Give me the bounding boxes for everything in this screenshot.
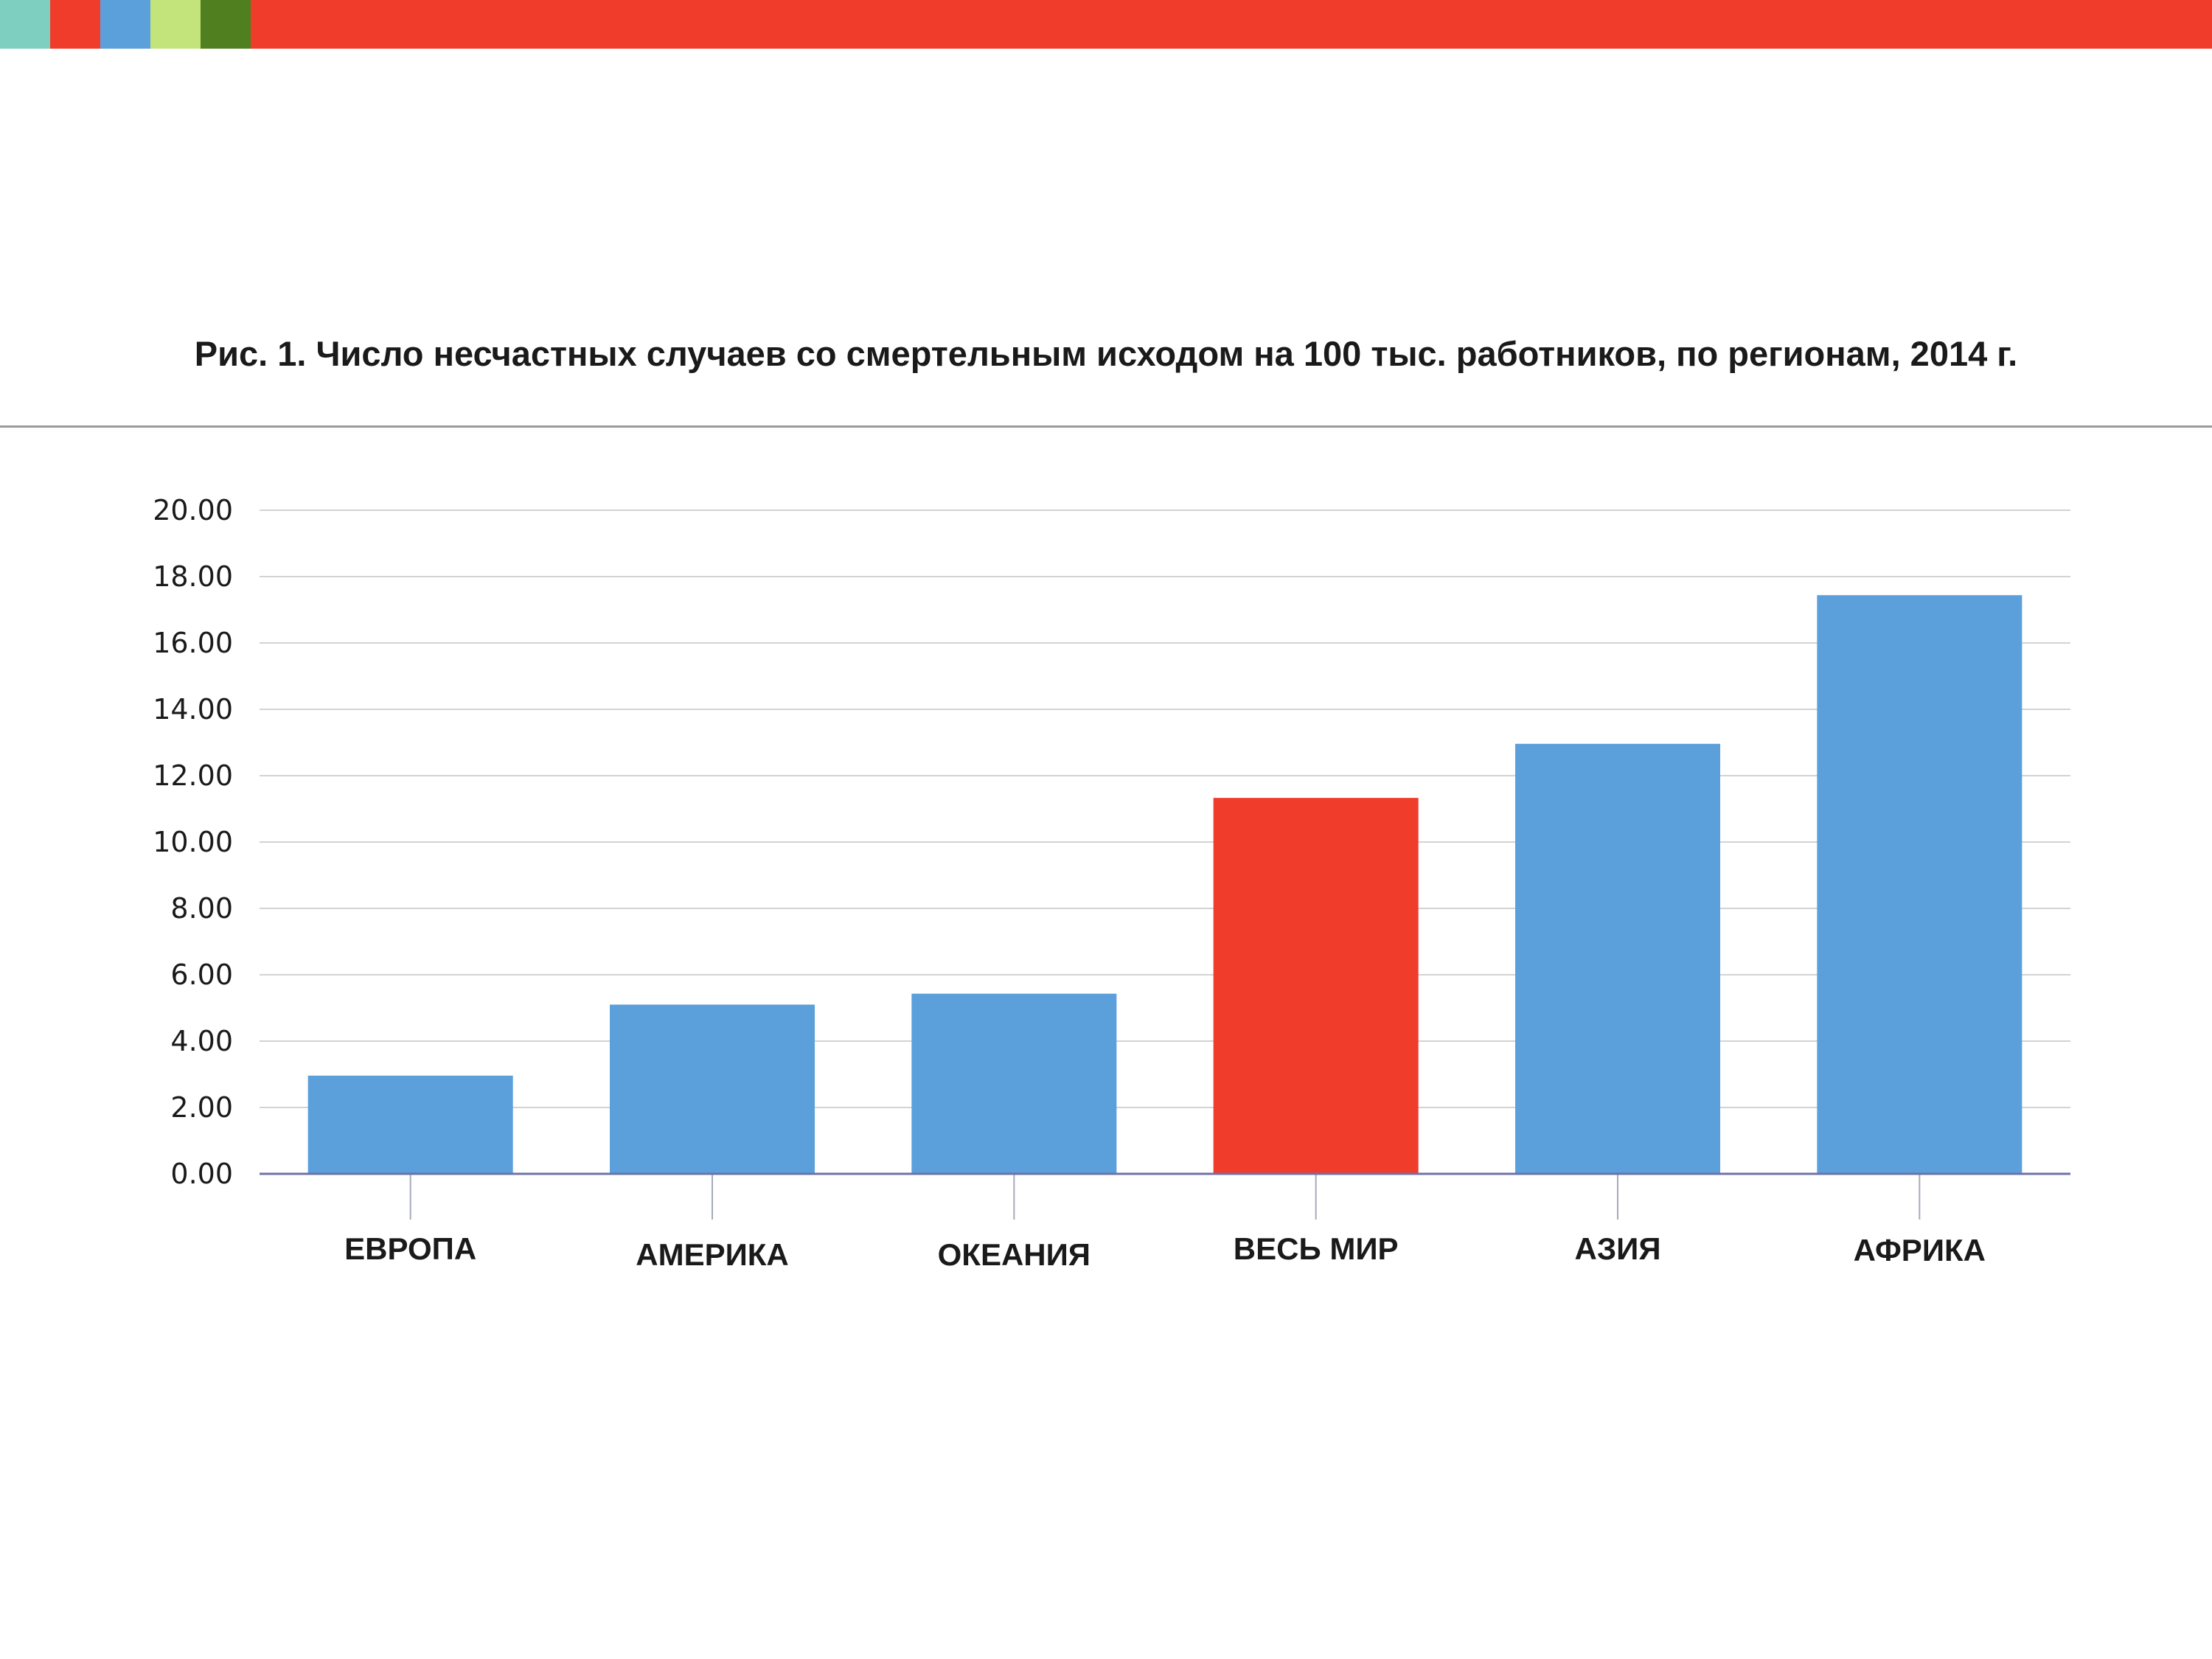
y-tick-label: 16.00 — [153, 627, 233, 659]
y-tick-label: 20.00 — [153, 494, 233, 526]
stripe-blue — [100, 0, 150, 49]
bar-3 — [911, 993, 1117, 1174]
y-tick-label: 12.00 — [153, 759, 233, 792]
bar-2 — [610, 1004, 815, 1174]
bar-1 — [307, 1075, 513, 1174]
x-category-label: АЗИЯ — [1574, 1231, 1660, 1266]
bars — [307, 595, 2023, 1174]
y-tick-label: 18.00 — [153, 560, 233, 593]
stripe-red — [50, 0, 100, 49]
y-axis-ticks: 0.00 2.00 4.00 6.00 8.00 10.00 12.00 14.00 16.00… — [153, 494, 233, 1190]
x-axis — [260, 1172, 2070, 1220]
stripe-teal — [0, 0, 50, 49]
y-tick-label: 10.00 — [153, 826, 233, 858]
stripe-red-long — [251, 0, 2212, 49]
x-category-label: ЕВРОПА — [344, 1231, 476, 1266]
y-tick-label: 8.00 — [170, 892, 233, 925]
x-axis-labels: ЕВРОПА АМЕРИКА ОКЕАНИЯ ВЕСЬ МИР АЗИЯ АФРИКА — [344, 1231, 1986, 1272]
y-tick-label: 6.00 — [170, 959, 233, 991]
stripe-green — [201, 0, 251, 49]
bar-4 — [1213, 798, 1419, 1174]
y-tick-label: 4.00 — [170, 1025, 233, 1057]
y-tick-label: 14.00 — [153, 693, 233, 726]
chart-title: Рис. 1. Число несчастных случаев со смер… — [194, 334, 2018, 373]
bar-5 — [1515, 743, 1720, 1174]
y-tick-label: 0.00 — [170, 1158, 233, 1190]
x-category-label: АМЕРИКА — [636, 1237, 789, 1272]
bar-6 — [1817, 595, 2023, 1174]
x-category-label: ВЕСЬ МИР — [1234, 1231, 1399, 1266]
y-tick-label: 2.00 — [170, 1091, 233, 1124]
top-color-stripe — [0, 0, 2212, 49]
title-divider — [0, 425, 2212, 428]
x-category-label: ОКЕАНИЯ — [938, 1237, 1091, 1272]
x-category-label: АФРИКА — [1854, 1233, 1986, 1267]
stripe-lime — [150, 0, 201, 49]
gridlines — [260, 509, 2070, 1108]
